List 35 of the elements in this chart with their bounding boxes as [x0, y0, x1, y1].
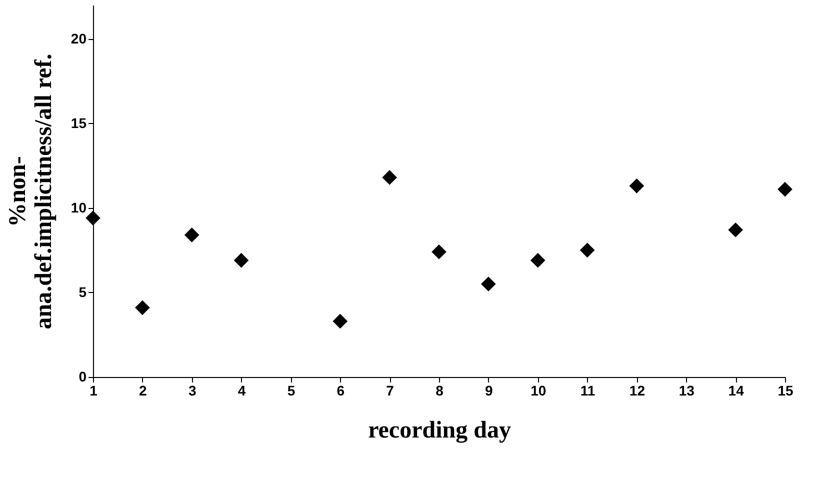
point — [332, 314, 348, 329]
x-tick-label: 9 — [485, 382, 494, 398]
point — [728, 222, 743, 238]
x-tick-label: 10 — [530, 382, 546, 398]
x-tick-label: 7 — [386, 382, 394, 398]
point — [184, 228, 200, 242]
point — [234, 252, 249, 268]
point — [580, 242, 595, 258]
point — [778, 182, 792, 197]
y-tick-label: 5 — [78, 284, 87, 300]
y-tick-label: 0 — [78, 368, 87, 384]
x-axis-title: recording day — [368, 418, 511, 444]
x-tick-label: 1 — [90, 382, 98, 398]
x-tick-label: 8 — [436, 382, 444, 398]
point — [135, 300, 150, 316]
x-tick-label: 2 — [139, 382, 148, 398]
x-tick-label: 6 — [336, 382, 345, 398]
x-tick-label: 4 — [238, 382, 246, 398]
point — [432, 244, 446, 260]
x-tick-label: 15 — [778, 382, 794, 398]
point — [86, 210, 100, 226]
x-tick-label: 3 — [188, 382, 196, 398]
point — [382, 170, 397, 185]
point — [530, 252, 546, 268]
point — [481, 276, 496, 292]
x-tick-label: 13 — [678, 382, 695, 398]
x-tick-label: 14 — [728, 382, 744, 398]
y-tick-label: 20 — [70, 30, 87, 46]
x-tick-label: 11 — [580, 382, 596, 398]
point — [629, 178, 644, 194]
y-tick-label: 15 — [70, 114, 87, 131]
x-tick-label: 5 — [287, 382, 296, 398]
y-tick-label: 10 — [70, 199, 87, 216]
y-axis-title: %non- ana.def.implicitness/all ref. — [4, 54, 57, 330]
x-tick-label: 12 — [629, 382, 646, 398]
